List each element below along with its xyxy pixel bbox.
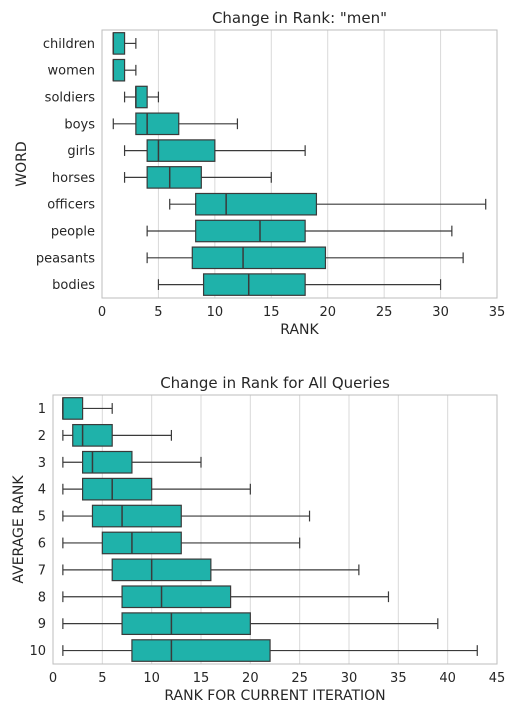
box-iqr [121,585,232,609]
y-tick-label: 5 [38,510,46,525]
x-tick-label: 40 [439,671,456,686]
x-tick-label: 25 [291,671,308,686]
y-tick-label: people [51,225,95,240]
x-tick-label: 5 [98,671,106,686]
y-tick-label: children [43,37,95,52]
x-tick-label: 15 [193,671,210,686]
box-iqr [72,423,113,447]
x-tick-label: 10 [143,671,160,686]
box-iqr [62,397,84,420]
x-tick-label: 25 [376,305,393,320]
y-tick-label: 1 [38,402,46,417]
box-iqr [195,192,318,216]
box-iqr [111,558,212,582]
x-tick-label: 30 [432,305,449,320]
box-iqr [195,219,306,243]
x-tick-label: 30 [341,671,358,686]
plot-frame [101,29,498,299]
x-tick-label: 5 [154,305,162,320]
x-tick-label: 0 [98,305,106,320]
box-iqr [121,612,251,636]
y-tick-label: 3 [38,456,46,471]
box-iqr [135,85,148,109]
y-tick-label: bodies [52,278,95,293]
box-iqr [112,58,126,82]
box-iqr [81,477,153,501]
box-iqr [101,531,182,555]
y-tick-label: 7 [38,563,46,578]
y-axis-label: AVERAGE RANK [11,475,27,584]
y-tick-label: 9 [38,617,46,632]
y-tick-label: 8 [38,590,46,605]
x-tick-label: 20 [242,671,259,686]
y-tick-label: 2 [38,429,46,444]
box-iqr [202,273,306,296]
y-tick-label: 10 [29,644,46,659]
y-tick-label: 6 [38,536,46,551]
box-iqr [81,450,133,474]
x-tick-label: 35 [489,305,506,320]
chart-title: Change in Rank: "men" [212,9,387,27]
chart-title: Change in Rank for All Queries [160,374,390,392]
y-tick-label: girls [67,144,95,159]
box-iqr [91,504,182,528]
box-iqr [112,32,126,55]
chart-panel-men: children women soldiers boys girls horses offi… [14,9,505,338]
x-tick-label: 20 [319,305,336,320]
y-tick-label: horses [52,171,95,186]
x-tick-label: 0 [49,671,57,686]
box-iqr [146,139,216,162]
y-tick-label: 4 [38,483,46,498]
y-axis-label: WORD [14,141,30,186]
x-tick-label: 35 [390,671,407,686]
x-tick-label: 10 [207,305,224,320]
plot-frame [52,394,498,665]
box-iqr [135,112,180,136]
y-tick-label: women [48,64,96,79]
x-axis-label: RANK [280,322,319,338]
box-iqr [191,246,327,270]
y-tick-label: soldiers [45,91,96,106]
y-tick-label: officers [47,198,95,213]
y-tick-label: peasants [36,251,95,266]
y-tick-label: boys [64,117,95,132]
x-tick-label: 15 [263,305,280,320]
box-iqr [146,166,202,189]
x-axis-label: RANK FOR CURRENT ITERATION [164,688,385,702]
x-tick-label: 45 [489,671,506,686]
box-iqr [131,639,271,662]
